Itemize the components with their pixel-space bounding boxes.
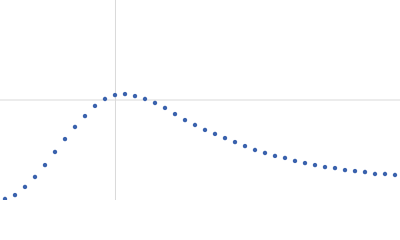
data-point <box>92 103 98 109</box>
data-point <box>122 91 128 97</box>
data-point <box>232 139 238 145</box>
chart <box>0 0 400 200</box>
data-point <box>82 113 88 119</box>
data-point <box>42 162 48 168</box>
data-point <box>162 105 168 111</box>
data-point <box>352 168 358 174</box>
data-point <box>12 192 18 198</box>
data-point <box>342 167 348 173</box>
data-point <box>252 147 258 153</box>
data-point <box>332 165 338 171</box>
data-point <box>192 122 198 128</box>
data-point <box>202 127 208 133</box>
data-point <box>32 174 38 180</box>
data-point <box>312 162 318 168</box>
data-point <box>392 172 398 178</box>
data-point <box>22 184 28 190</box>
data-point <box>212 131 218 137</box>
data-point <box>222 135 228 141</box>
data-point <box>322 164 328 170</box>
data-point <box>292 158 298 164</box>
data-point <box>302 160 308 166</box>
data-point <box>282 155 288 161</box>
data-point <box>262 150 268 156</box>
data-point <box>372 171 378 177</box>
data-point <box>132 93 138 99</box>
data-point <box>142 96 148 102</box>
data-point <box>152 100 158 106</box>
data-point <box>172 111 178 117</box>
data-point <box>382 171 388 177</box>
data-point <box>112 92 118 98</box>
data-point <box>272 153 278 159</box>
data-point <box>102 96 108 102</box>
data-point <box>62 136 68 142</box>
data-point <box>182 117 188 123</box>
data-point <box>242 143 248 149</box>
data-point <box>362 169 368 175</box>
data-point <box>72 124 78 130</box>
data-point <box>2 196 8 200</box>
data-point <box>52 149 58 155</box>
